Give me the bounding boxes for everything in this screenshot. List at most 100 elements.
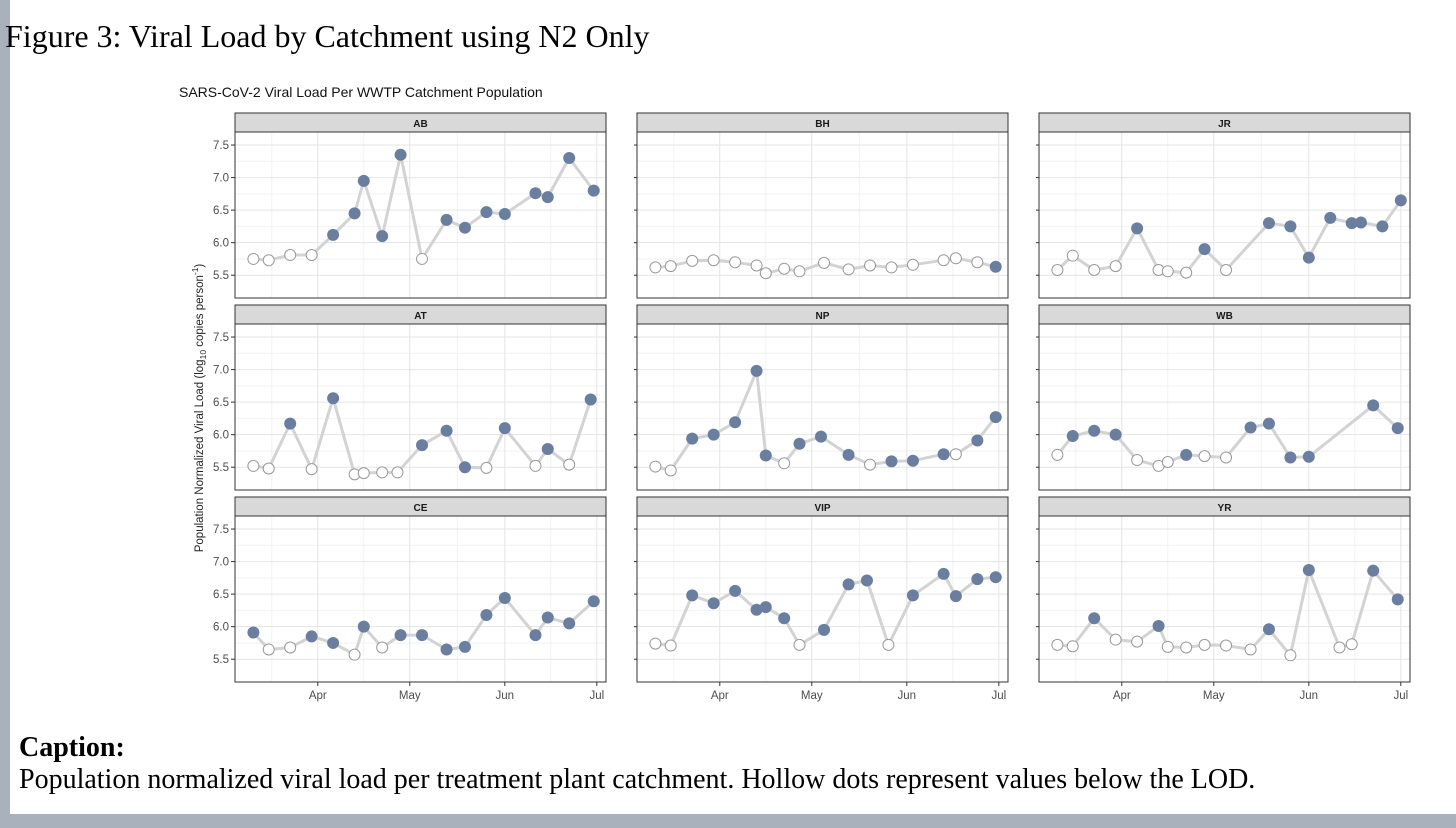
data-point bbox=[376, 230, 389, 243]
data-point-below-lod bbox=[262, 643, 275, 656]
data-point bbox=[1391, 422, 1404, 435]
data-point-below-lod bbox=[1198, 450, 1211, 463]
data-point-below-lod bbox=[391, 466, 404, 479]
facet-border bbox=[636, 131, 1009, 299]
data-point-below-lod bbox=[971, 256, 984, 269]
data-point bbox=[814, 430, 827, 443]
y-axis-label-close: ) bbox=[194, 264, 206, 268]
facet-label: BH bbox=[815, 119, 829, 130]
facet-panel bbox=[637, 132, 1008, 298]
y-tick-label: 6.0 bbox=[213, 238, 229, 250]
data-point-below-lod bbox=[750, 259, 763, 272]
data-point bbox=[1284, 220, 1297, 233]
data-point bbox=[498, 422, 511, 435]
facet-border bbox=[234, 131, 607, 299]
data-point-below-lod bbox=[949, 252, 962, 265]
y-axis-label-units: copies person bbox=[194, 275, 206, 350]
y-tick-label: 7.5 bbox=[213, 140, 229, 152]
data-point-below-lod bbox=[1161, 265, 1174, 278]
chart-title: SARS-CoV-2 Viral Load Per WWTP Catchment… bbox=[179, 84, 543, 100]
data-point-below-lod bbox=[937, 254, 950, 267]
y-axis-label-superscript: -1 bbox=[190, 267, 200, 275]
data-point-below-lod bbox=[480, 461, 493, 474]
data-point-below-lod bbox=[1088, 264, 1101, 277]
data-point bbox=[1198, 243, 1211, 256]
data-point bbox=[498, 592, 511, 605]
data-point bbox=[1180, 448, 1193, 461]
facet-panel bbox=[637, 324, 1008, 490]
data-point-below-lod bbox=[664, 639, 677, 652]
y-tick-label: 7.0 bbox=[213, 365, 229, 377]
y-axis-label-subscript: 10 bbox=[198, 350, 208, 360]
data-point bbox=[394, 148, 407, 161]
data-point bbox=[458, 461, 471, 474]
data-point bbox=[971, 573, 984, 586]
data-point bbox=[1131, 222, 1144, 235]
y-tick-label: 6.5 bbox=[213, 397, 229, 409]
data-point bbox=[1367, 399, 1380, 412]
data-point bbox=[587, 184, 600, 197]
data-point-below-lod bbox=[1244, 643, 1257, 656]
x-tick-label: Apr bbox=[711, 690, 729, 702]
data-point bbox=[1262, 217, 1275, 230]
data-point-below-lod bbox=[664, 464, 677, 477]
data-point-below-lod bbox=[864, 259, 877, 272]
data-point bbox=[529, 187, 542, 200]
y-tick-label: 7.5 bbox=[213, 524, 229, 536]
data-point-below-lod bbox=[1198, 638, 1211, 651]
y-tick-label: 7.0 bbox=[213, 173, 229, 185]
facet-label: JR bbox=[1218, 119, 1232, 130]
data-point bbox=[906, 589, 919, 602]
data-point bbox=[348, 207, 361, 220]
data-point-below-lod bbox=[1180, 266, 1193, 279]
data-point-below-lod bbox=[778, 457, 791, 470]
data-point bbox=[480, 206, 493, 219]
facet-border bbox=[1038, 131, 1411, 299]
data-point bbox=[949, 590, 962, 603]
facet-panel bbox=[235, 516, 606, 682]
x-tick-label: Jun bbox=[496, 690, 515, 702]
data-point-below-lod bbox=[842, 263, 855, 276]
facet-label: VIP bbox=[814, 503, 830, 514]
data-point bbox=[1262, 623, 1275, 636]
data-point bbox=[793, 437, 806, 450]
data-point-below-lod bbox=[1051, 448, 1064, 461]
data-point-below-lod bbox=[284, 641, 297, 654]
data-point bbox=[327, 636, 340, 649]
data-point-below-lod bbox=[1131, 635, 1144, 648]
data-point bbox=[587, 595, 600, 608]
data-point bbox=[971, 434, 984, 447]
facet-panel bbox=[1039, 516, 1410, 682]
facet-border bbox=[636, 515, 1009, 683]
figure-title: Figure 3: Viral Load by Catchment using … bbox=[5, 18, 650, 54]
data-point-below-lod bbox=[707, 254, 720, 267]
data-point bbox=[1345, 217, 1358, 230]
data-point bbox=[1066, 429, 1079, 442]
data-point-below-lod bbox=[262, 462, 275, 475]
y-tick-label: 6.0 bbox=[213, 622, 229, 634]
facet-label: NP bbox=[816, 311, 830, 322]
data-point-below-lod bbox=[793, 265, 806, 278]
data-point bbox=[284, 417, 297, 430]
data-point-below-lod bbox=[376, 641, 389, 654]
data-point bbox=[563, 617, 576, 630]
facet-label: AT bbox=[414, 311, 427, 322]
y-axis-label: Population Normalized Viral Load (log10 … bbox=[190, 264, 208, 553]
data-point bbox=[989, 571, 1002, 584]
data-point-below-lod bbox=[686, 254, 699, 267]
data-point bbox=[1262, 417, 1275, 430]
facet-label: CE bbox=[414, 503, 428, 514]
data-point-below-lod bbox=[664, 260, 677, 273]
data-point-below-lod bbox=[348, 648, 361, 661]
data-point bbox=[305, 630, 318, 643]
data-point-below-lod bbox=[1333, 641, 1346, 654]
x-tick-label: May bbox=[399, 690, 421, 702]
y-tick-label: 6.5 bbox=[213, 205, 229, 217]
facet-border bbox=[1038, 515, 1411, 683]
data-point bbox=[707, 428, 720, 441]
x-tick-label: Jul bbox=[991, 690, 1006, 702]
data-point-below-lod bbox=[778, 262, 791, 275]
data-point-below-lod bbox=[818, 256, 831, 269]
data-point bbox=[1394, 194, 1407, 207]
